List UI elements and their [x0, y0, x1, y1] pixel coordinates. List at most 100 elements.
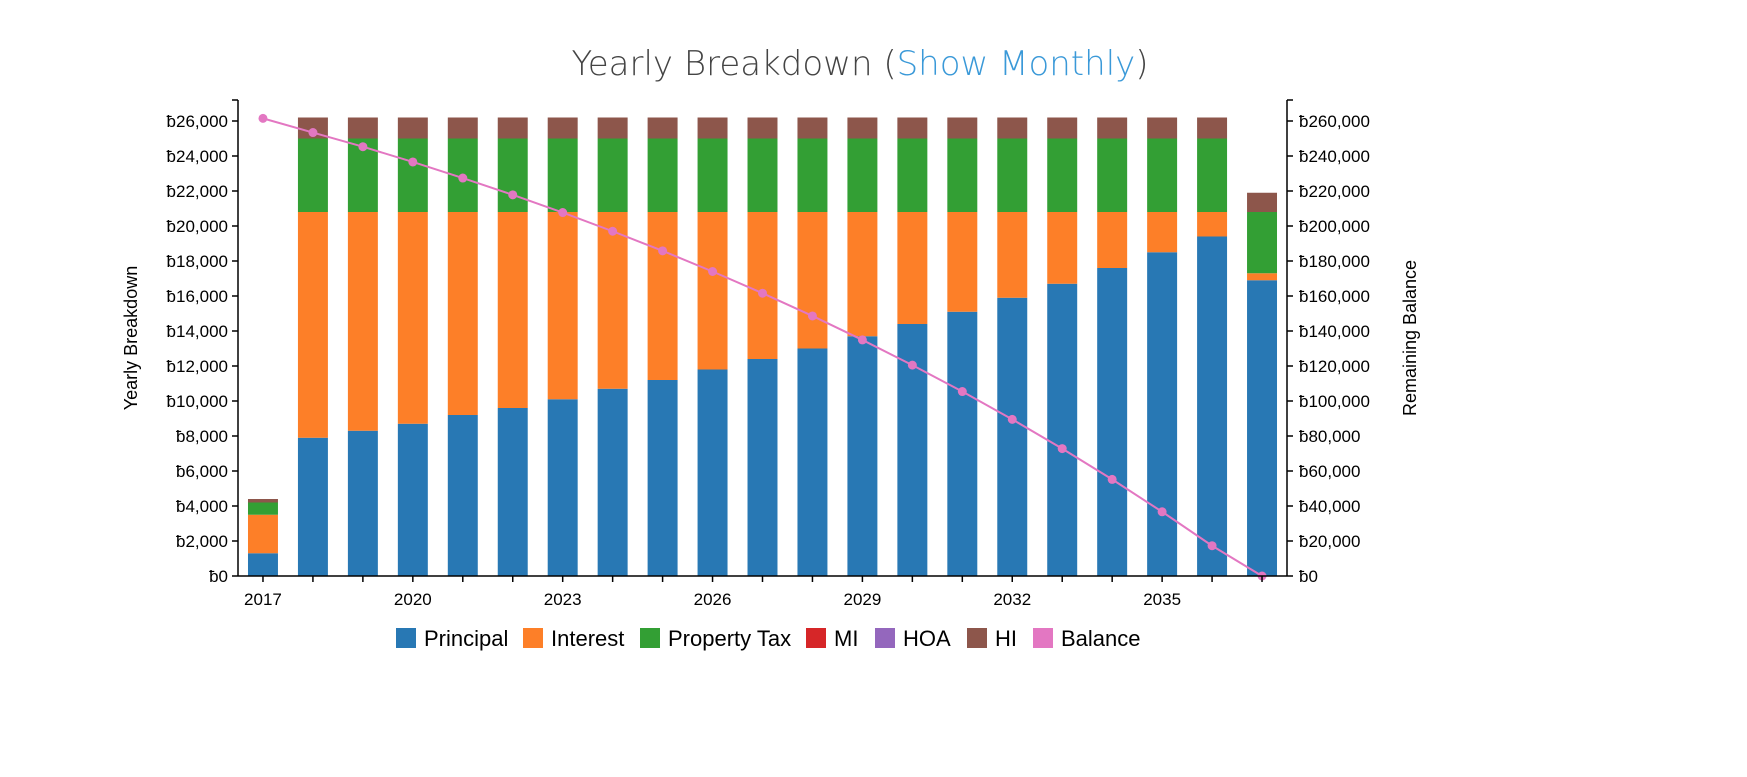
show-monthly-link[interactable]: Show Monthly [896, 44, 1136, 84]
legend-swatch-mi [806, 628, 826, 648]
y-tick-label-right: ƀ120,000 [1299, 357, 1370, 376]
x-tick-label: 2032 [993, 590, 1031, 609]
bar-property-tax-2029 [847, 138, 878, 212]
balance-point-2022 [508, 190, 518, 200]
balance-point-2034 [1107, 474, 1117, 484]
bar-property-tax-2017 [247, 502, 278, 515]
bar-principal-2018 [297, 437, 328, 576]
bar-hi-2036 [1197, 117, 1228, 139]
bar-hi-2033 [1047, 117, 1078, 139]
bar-property-tax-2023 [547, 138, 578, 212]
bar-principal-2029 [847, 336, 878, 576]
bar-interest-2036 [1197, 212, 1228, 237]
y-axis-title-left: Yearly Breakdown [121, 266, 141, 410]
bar-property-tax-2027 [747, 138, 778, 212]
x-tick-label: 2035 [1143, 590, 1181, 609]
bar-interest-2022 [497, 212, 528, 408]
y-tick-label-right: ƀ240,000 [1299, 147, 1370, 166]
y-tick-label-right: ƀ260,000 [1299, 112, 1370, 131]
bar-principal-2019 [347, 430, 378, 576]
balance-point-2028 [807, 311, 817, 321]
bar-property-tax-2030 [897, 138, 928, 212]
legend-label-hi: HI [995, 626, 1017, 651]
bar-hi-2025 [647, 117, 678, 139]
bar-property-tax-2037 [1247, 212, 1278, 274]
y-tick-label-left: ƀ24,000 [167, 147, 228, 166]
bar-hi-2027 [747, 117, 778, 139]
y-tick-label-right: ƀ40,000 [1299, 497, 1360, 516]
bar-principal-2028 [797, 348, 828, 576]
y-tick-label-right: ƀ80,000 [1299, 427, 1360, 446]
bar-property-tax-2032 [997, 138, 1028, 212]
bar-hi-2029 [847, 117, 878, 139]
legend-label-balance: Balance [1061, 626, 1141, 651]
y-tick-label-right: ƀ100,000 [1299, 392, 1370, 411]
x-tick-label: 2020 [394, 590, 432, 609]
y-tick-label-right: ƀ60,000 [1299, 462, 1360, 481]
bar-hi-2021 [447, 117, 478, 139]
balance-point-2033 [1057, 444, 1067, 454]
bar-interest-2026 [697, 212, 728, 370]
bar-property-tax-2024 [597, 138, 628, 212]
legend-swatch-hi [967, 628, 987, 648]
balance-point-2035 [1157, 507, 1167, 517]
y-tick-label-right: ƀ200,000 [1299, 217, 1370, 236]
x-tick-label: 2017 [244, 590, 282, 609]
bar-interest-2032 [997, 212, 1028, 298]
bar-interest-2034 [1097, 212, 1128, 268]
balance-point-2021 [458, 173, 468, 183]
balance-point-2030 [907, 360, 917, 370]
bar-interest-2020 [397, 212, 428, 424]
bar-principal-2024 [597, 388, 628, 576]
bar-property-tax-2018 [297, 138, 328, 212]
y-tick-label-left: ƀ4,000 [176, 497, 228, 516]
bar-interest-2019 [347, 212, 378, 431]
bar-interest-2030 [897, 212, 928, 324]
bar-hi-2023 [547, 117, 578, 139]
legend-swatch-interest [523, 628, 543, 648]
bar-hi-2026 [697, 117, 728, 139]
bar-interest-2017 [247, 514, 278, 554]
bar-interest-2037 [1247, 273, 1278, 281]
balance-point-2029 [857, 335, 867, 345]
bar-property-tax-2026 [697, 138, 728, 212]
x-tick-label: 2023 [544, 590, 582, 609]
legend-label-hoa: HOA [903, 626, 951, 651]
bar-interest-2018 [297, 212, 328, 438]
y-tick-label-left: ƀ12,000 [167, 357, 228, 376]
bar-hi-2032 [997, 117, 1028, 139]
legend-swatch-hoa [875, 628, 895, 648]
bar-interest-2023 [547, 212, 578, 400]
y-tick-label-right: ƀ180,000 [1299, 252, 1370, 271]
bar-principal-2032 [997, 297, 1028, 576]
bar-property-tax-2020 [397, 138, 428, 212]
y-tick-label-left: ƀ26,000 [167, 112, 228, 131]
bar-principal-2020 [397, 423, 428, 576]
legend-swatch-property-tax [640, 628, 660, 648]
y-tick-label-left: ƀ16,000 [167, 287, 228, 306]
legend: Principal Interest Property Tax MI HOA HI Bala… [396, 626, 1141, 651]
bar-property-tax-2028 [797, 138, 828, 212]
bar-principal-2021 [447, 415, 478, 576]
bars-layer [247, 117, 1278, 576]
y-tick-label-left: ƀ10,000 [167, 392, 228, 411]
bar-principal-2026 [697, 369, 728, 576]
bar-hi-2019 [347, 117, 378, 139]
y-tick-label-left: ƀ0 [209, 567, 228, 586]
bar-property-tax-2031 [947, 138, 978, 212]
bar-hi-2034 [1097, 117, 1128, 139]
bar-principal-2027 [747, 359, 778, 576]
y-axis-title-right: Remaining Balance [1400, 260, 1420, 416]
y-tick-label-right: ƀ140,000 [1299, 322, 1370, 341]
y-tick-label-left: ƀ8,000 [176, 427, 228, 446]
y-tick-label-left: ƀ6,000 [176, 462, 228, 481]
balance-point-2031 [957, 387, 967, 397]
bar-interest-2035 [1147, 212, 1178, 253]
y-tick-label-right: ƀ20,000 [1299, 532, 1360, 551]
x-tick-label: 2029 [843, 590, 881, 609]
bar-principal-2017 [247, 553, 278, 576]
bar-interest-2021 [447, 212, 478, 415]
chart-title-text: Yearly Breakdown ( [571, 44, 897, 84]
legend-label-mi: MI [834, 626, 858, 651]
